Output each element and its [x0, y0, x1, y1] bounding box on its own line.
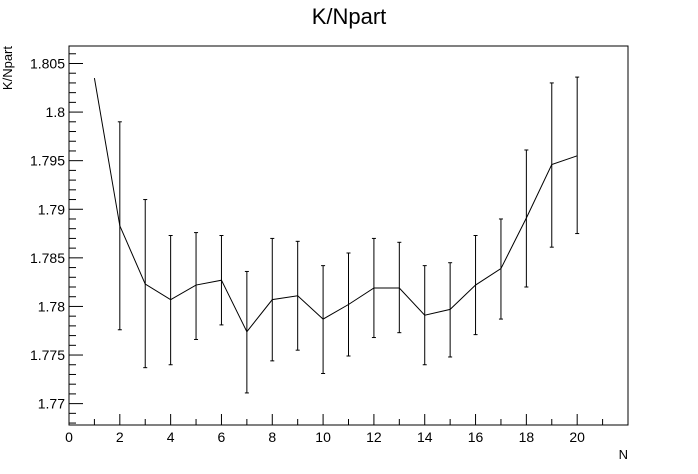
y-tick-label: 1.805 [30, 55, 65, 71]
series-line [93, 77, 578, 333]
x-tick-label: 18 [519, 429, 535, 445]
series-layer [93, 76, 580, 394]
y-tick-label: 1.8 [46, 104, 66, 120]
plot-frame [68, 45, 629, 426]
x-axis-label: N [619, 447, 628, 462]
x-tick-label: 16 [468, 429, 484, 445]
chart-title: K/Npart [312, 4, 387, 29]
x-tick-label: 8 [268, 429, 276, 445]
y-tick-label: 1.795 [30, 153, 65, 169]
y-axis-label: K/Npart [0, 46, 15, 90]
y-tick-label: 1.77 [38, 396, 65, 412]
x-tick-label: 6 [218, 429, 226, 445]
x-tick-label: 12 [366, 429, 382, 445]
x-tick-label: 4 [167, 429, 175, 445]
x-tick-label: 10 [315, 429, 331, 445]
y-tick-label: 1.775 [30, 347, 65, 363]
y-tick-label: 1.78 [38, 298, 65, 314]
ticks-layer: 0 2 4 6 8 10 12 14 16 18 20 1.77 1.775 1.78 1.785 1.79 1… [30, 53, 629, 445]
x-tick-label: 20 [569, 429, 585, 445]
x-tick-label: 2 [116, 429, 124, 445]
x-tick-label: 14 [417, 429, 433, 445]
y-tick-label: 1.785 [30, 250, 65, 266]
y-tick-label: 1.79 [38, 201, 65, 217]
x-tick-label: 0 [65, 429, 73, 445]
